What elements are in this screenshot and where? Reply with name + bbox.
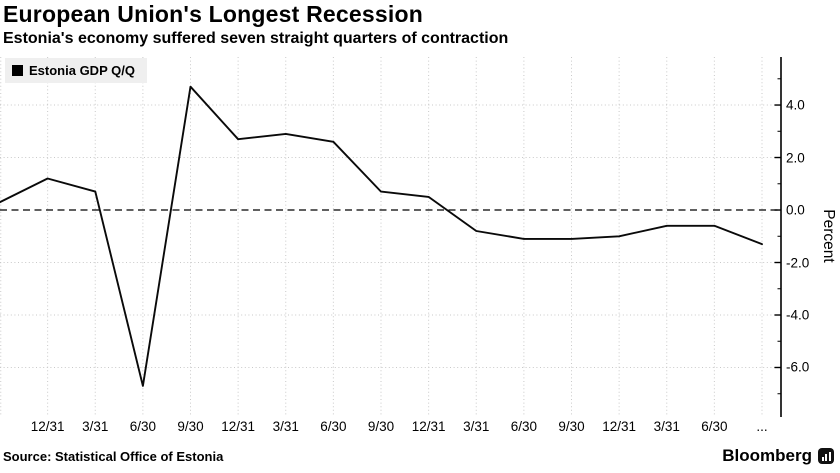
gdp-data-line xyxy=(0,85,763,387)
x-tick-label: 9/30 xyxy=(558,419,585,434)
y-axis-title: Percent xyxy=(820,209,837,263)
y-tick-label: -2.0 xyxy=(786,255,810,270)
y-tick-label: -4.0 xyxy=(786,307,810,323)
y-tick-label: 4.0 xyxy=(786,97,805,113)
x-tick-label: 9/30 xyxy=(177,419,204,434)
x-tick-label: 6/30 xyxy=(320,419,347,434)
x-tick-label: 6/30 xyxy=(701,419,728,434)
legend-series-label: Estonia GDP Q/Q xyxy=(29,63,135,78)
x-tick-label: 6/30 xyxy=(510,419,538,434)
x-tick-label: 3/31 xyxy=(653,419,680,434)
y-tick-label: 0.0 xyxy=(786,202,805,218)
chart-subtitle: Estonia's economy suffered seven straigh… xyxy=(3,30,509,47)
x-tick-label: 12/31 xyxy=(30,419,65,434)
y-tick-label: 2.0 xyxy=(786,150,805,166)
source-attribution: Source: Statistical Office of Estonia xyxy=(3,449,224,464)
x-tick-label: 12/31 xyxy=(602,419,637,434)
y-tick-label: -6.0 xyxy=(786,359,810,375)
x-tick-label: 3/31 xyxy=(272,419,299,434)
bloomberg-logo: Bloomberg xyxy=(722,446,834,466)
chart-title: European Union's Longest Recession xyxy=(3,1,423,27)
bloomberg-wordmark: Bloomberg xyxy=(722,446,812,465)
legend: Estonia GDP Q/Q xyxy=(5,58,147,83)
x-tick-label: 3/31 xyxy=(82,419,109,434)
x-tick-label: ... xyxy=(756,419,768,434)
x-tick-label: 3/31 xyxy=(463,419,490,434)
legend-series-marker-icon xyxy=(12,65,23,76)
x-tick-label: 12/31 xyxy=(411,419,446,434)
x-tick-label: 6/30 xyxy=(129,419,157,434)
x-tick-label: 9/30 xyxy=(367,419,395,434)
bloomberg-bar-chart-icon xyxy=(818,448,834,464)
x-tick-label: 12/31 xyxy=(221,419,256,434)
